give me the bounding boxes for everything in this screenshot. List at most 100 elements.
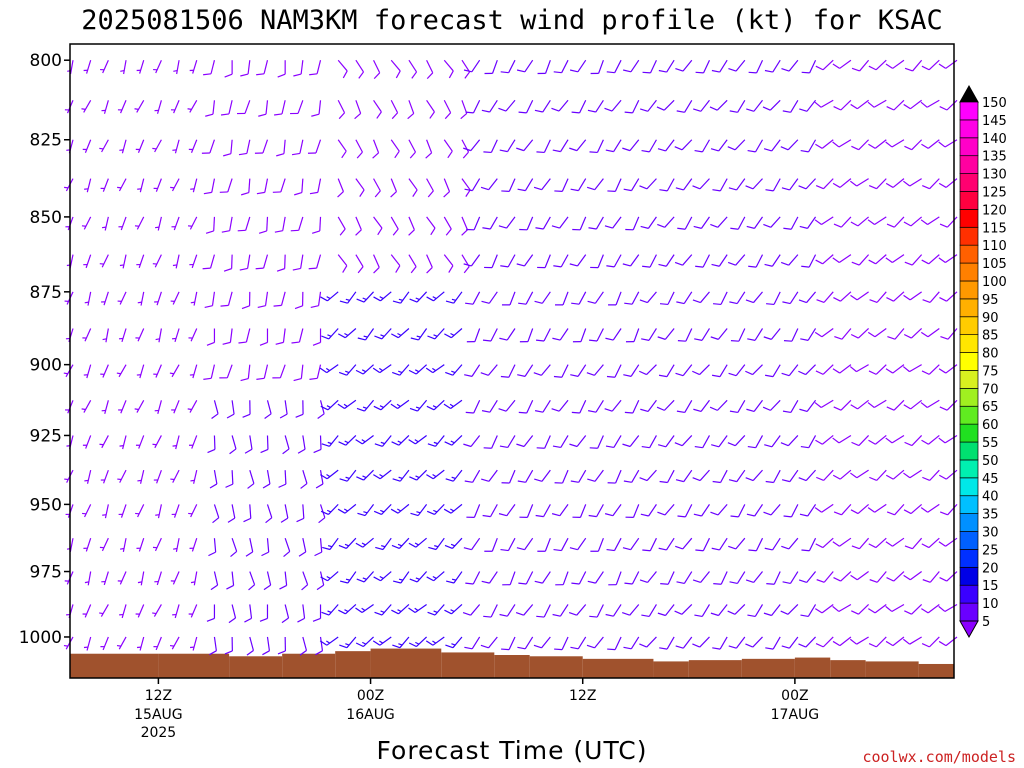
- wind-barb-staff: [577, 636, 587, 650]
- wind-barb-staff: [820, 399, 834, 409]
- wind-barb-staff: [631, 178, 640, 191]
- wind-barb: [446, 571, 463, 584]
- wind-barb-flag: [832, 141, 840, 148]
- wind-barb: [356, 399, 375, 412]
- wind-barb-staff: [213, 571, 219, 586]
- wind-barb: [461, 216, 468, 236]
- wind-barb-staff: [443, 100, 452, 114]
- wind-barb-staff: [808, 537, 817, 552]
- wind-barb: [746, 216, 764, 229]
- terrain-segment: [830, 660, 866, 678]
- wind-barb-staff: [489, 399, 498, 413]
- wind-barb: [658, 537, 675, 551]
- wind-barb-staff: [681, 604, 693, 615]
- wind-barb-flag: [481, 109, 490, 113]
- wind-barb: [443, 100, 452, 120]
- wind-barb-staff: [577, 254, 587, 267]
- wind-barb-flag: [763, 511, 772, 516]
- wind-barb-staff: [945, 254, 958, 263]
- wind-barb-flag: [552, 613, 561, 617]
- wind-barb: [939, 399, 958, 411]
- wind-barb-staff: [101, 254, 109, 268]
- wind-barb-staff: [355, 59, 365, 73]
- wind-barb-staff: [302, 504, 305, 519]
- wind-barb: [391, 604, 410, 615]
- wind-barb: [409, 399, 428, 412]
- wind-barb-staff: [210, 254, 216, 269]
- wind-barb: [312, 604, 322, 622]
- wind-barb-flag: [373, 72, 381, 80]
- wind-barb-staff: [229, 328, 233, 343]
- wind-barb: [921, 434, 940, 445]
- wind-barb-flag: [728, 68, 737, 72]
- wind-barb-staff: [231, 400, 235, 415]
- wind-barb-flag: [780, 610, 789, 615]
- wind-barb-flag: [426, 72, 434, 80]
- wind-barb: [297, 604, 306, 623]
- wind-barb-flag: [275, 341, 284, 345]
- wind-barb-staff: [928, 636, 940, 648]
- wind-barb: [729, 99, 746, 113]
- wind-barb: [695, 254, 711, 268]
- wind-barb: [921, 537, 940, 549]
- wind-barb-staff: [104, 216, 109, 231]
- wind-barb-flag: [246, 650, 254, 656]
- wind-barb-flag: [534, 410, 544, 413]
- wind-barb-staff: [488, 469, 498, 482]
- wind-barb-staff: [910, 503, 923, 515]
- wind-barb-staff: [284, 470, 287, 485]
- wind-barb: [902, 636, 922, 645]
- wind-barb-staff: [579, 504, 587, 518]
- wind-barb-staff: [452, 469, 463, 482]
- wind-barb-halfflag: [450, 609, 455, 613]
- wind-barb-flag: [445, 644, 454, 649]
- wind-barb-staff: [856, 291, 869, 301]
- wind-barb: [727, 435, 746, 447]
- wind-barb: [571, 400, 587, 414]
- wind-barb-staff: [266, 538, 270, 553]
- wind-barb-flag: [851, 610, 859, 615]
- wind-barb-staff: [231, 470, 234, 485]
- wind-barb: [221, 216, 233, 233]
- wind-barb-staff: [840, 571, 852, 582]
- wind-barb-staff: [461, 178, 471, 191]
- wind-barb-flag: [338, 441, 347, 446]
- wind-barb: [885, 434, 905, 444]
- wind-barb: [748, 254, 764, 268]
- wind-barb-flag: [922, 579, 931, 583]
- wind-barb-staff: [736, 469, 746, 482]
- wind-barb-staff: [648, 504, 657, 517]
- wind-barb-flag: [623, 69, 632, 73]
- wind-barb: [466, 328, 481, 343]
- wind-barb-staff: [172, 291, 180, 305]
- credit-link[interactable]: coolwx.com/models: [862, 748, 1016, 766]
- wind-barb-staff: [646, 636, 657, 648]
- wind-barb-flag: [227, 517, 236, 523]
- wind-barb-staff: [280, 178, 286, 193]
- wind-barb: [572, 504, 587, 518]
- wind-barb-flag: [518, 302, 527, 305]
- wind-barb: [765, 636, 781, 650]
- wind-barb: [589, 328, 604, 342]
- wind-barb-staff: [508, 59, 516, 73]
- wind-barb-staff: [632, 504, 640, 518]
- colorbar-label: 30: [982, 526, 999, 541]
- wind-barb: [119, 604, 127, 619]
- wind-barb-staff: [156, 100, 162, 114]
- wind-barb-flag: [516, 263, 525, 267]
- wind-barb-flag: [885, 141, 893, 148]
- wind-barb: [903, 469, 922, 479]
- wind-barb-staff: [684, 99, 693, 113]
- wind-barb-staff: [738, 328, 746, 342]
- wind-barb-flag: [392, 371, 400, 376]
- wind-barb-flag: [675, 372, 684, 377]
- wind-barb-staff: [649, 537, 657, 552]
- wind-barb-flag: [515, 611, 524, 616]
- wind-barb-flag: [464, 374, 473, 377]
- wind-barb: [658, 254, 675, 267]
- wind-barb: [375, 537, 392, 551]
- wind-barb-staff: [755, 537, 764, 552]
- wind-barb: [172, 604, 180, 619]
- wind-barb: [569, 537, 587, 551]
- wind-barb-flag: [869, 579, 878, 583]
